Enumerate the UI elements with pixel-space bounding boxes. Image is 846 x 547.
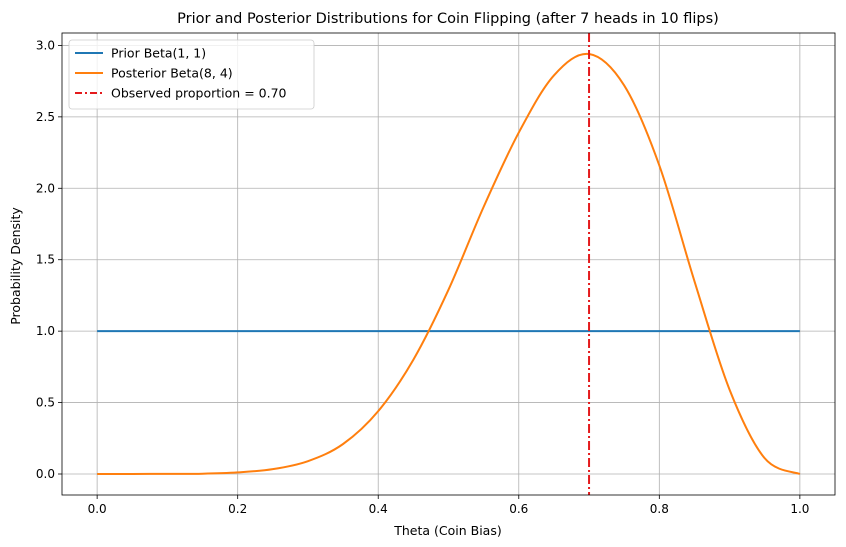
legend-label: Posterior Beta(8, 4) — [111, 66, 233, 81]
legend: Prior Beta(1, 1) Posterior Beta(8, 4) Obse… — [68, 39, 315, 110]
y-tick-label: 0.5 — [36, 396, 55, 410]
x-tick-label: 0.0 — [88, 502, 107, 516]
x-tick-label: 1.0 — [790, 502, 809, 516]
y-tick-label: 3.0 — [36, 38, 55, 52]
series-posterior-beta-8-4 — [97, 52, 801, 476]
x-tick-label: 0.2 — [228, 502, 247, 516]
y-tick-label: 1.0 — [36, 324, 55, 338]
x-tick-label: 0.8 — [650, 502, 669, 516]
y-tick-label: 0.0 — [36, 467, 55, 481]
plot-series — [97, 33, 801, 495]
axis-ticks: 0.0 0.2 0.4 0.6 0.8 1.0 0.0 0.5 1.0 1.5 2.0 2.5 3.0 — [36, 38, 810, 516]
x-tick-label: 0.4 — [369, 502, 388, 516]
chart-title: Prior and Posterior Distributions for Co… — [177, 11, 719, 27]
x-tick-label: 0.6 — [509, 502, 528, 516]
y-tick-label: 2.0 — [36, 181, 55, 195]
y-tick-label: 2.5 — [36, 110, 55, 124]
legend-box — [68, 39, 315, 110]
legend-label: Observed proportion = 0.70 — [111, 86, 287, 101]
y-axis-label: Probability Density — [8, 207, 23, 325]
y-tick-label: 1.5 — [36, 253, 55, 267]
axes-frame — [61, 32, 836, 496]
legend-label: Prior Beta(1, 1) — [111, 46, 206, 61]
x-axis-label: Theta (Coin Bias) — [393, 523, 502, 538]
